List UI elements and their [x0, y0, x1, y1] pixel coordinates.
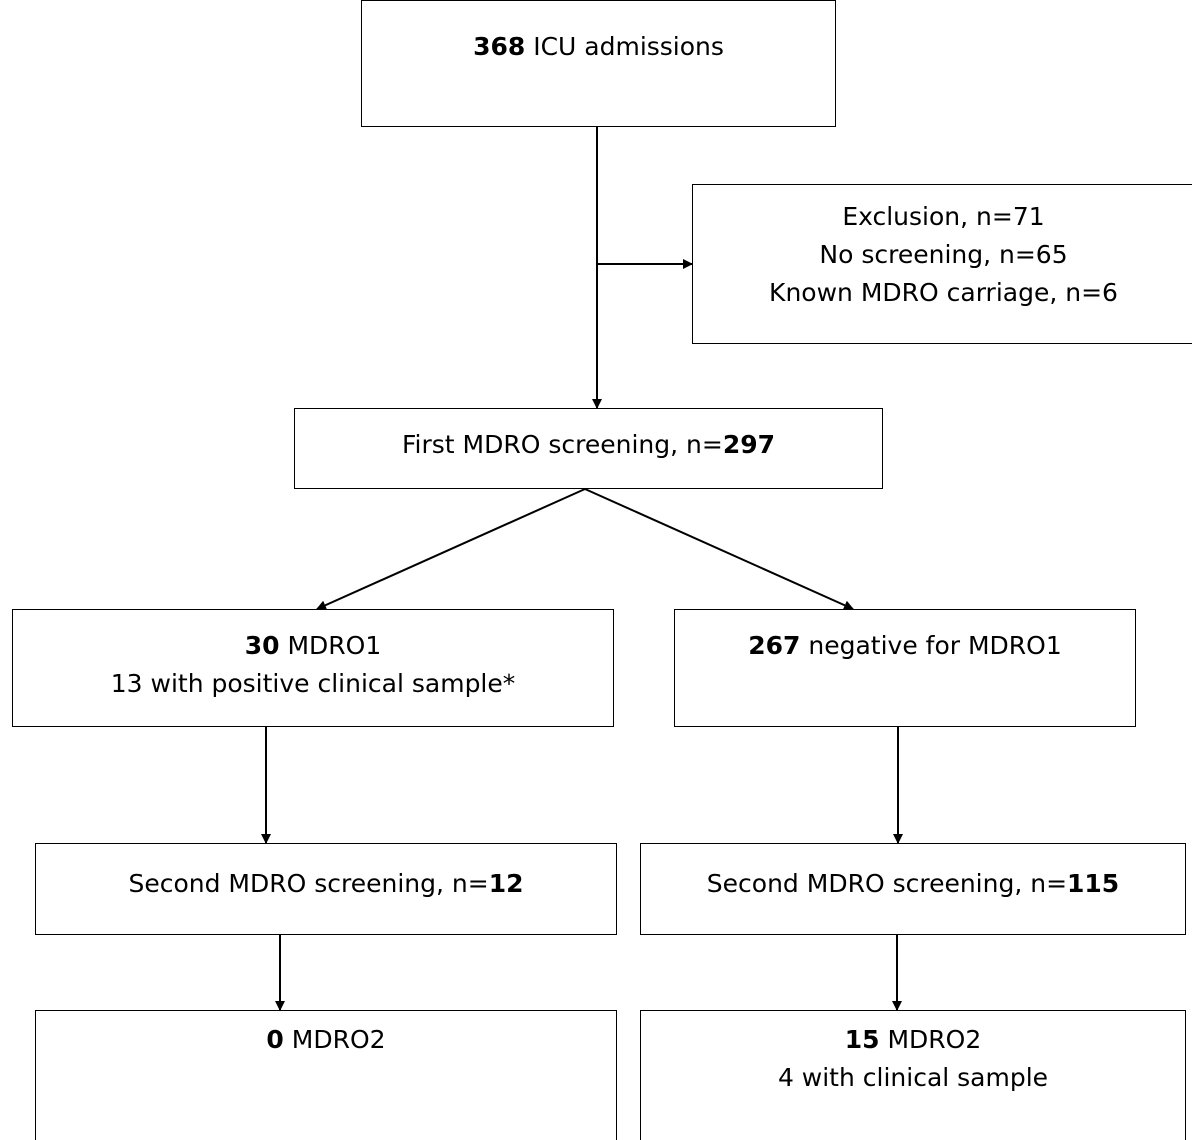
mdro2-right-box: 15 MDRO2 4 with clinical sample [640, 1010, 1186, 1140]
exclusion-total: Exclusion, n=71 [842, 202, 1045, 231]
mdro1-negative-label: negative for MDRO1 [800, 631, 1062, 660]
mdro1-positive-count: 30 [244, 631, 280, 660]
mdro1-negative-count: 267 [748, 631, 801, 660]
first-screening-count: 297 [722, 430, 775, 459]
exclusion-box: Exclusion, n=71 No screening, n=65 Known… [692, 184, 1192, 344]
second-screening-right-label: Second MDRO screening, n= [706, 869, 1068, 898]
admissions-box: 368 ICU admissions [361, 0, 836, 127]
admissions-count: 368 [473, 32, 526, 61]
first-screening-box: First MDRO screening, n=297 [294, 408, 883, 489]
second-screening-left-box: Second MDRO screening, n=12 [35, 843, 617, 935]
mdro2-right-count: 15 [844, 1025, 880, 1054]
arrow-to-mdro1-negative [584, 488, 854, 610]
second-screening-left-count: 12 [488, 869, 524, 898]
mdro1-positive-label: MDRO1 [279, 631, 382, 660]
mdro1-positive-clinical: 13 with positive clinical sample* [110, 669, 516, 698]
mdro2-right-clinical: 4 with clinical sample [777, 1063, 1049, 1092]
exclusion-known-carriage: Known MDRO carriage, n=6 [769, 278, 1118, 307]
mdro2-right-label: MDRO2 [879, 1025, 982, 1054]
first-screening-label: First MDRO screening, n= [401, 430, 723, 459]
mdro1-positive-box: 30 MDRO1 13 with positive clinical sampl… [12, 609, 614, 727]
second-screening-right-count: 115 [1067, 869, 1120, 898]
arrow-to-mdro1-positive [316, 488, 586, 610]
mdro2-left-box: 0 MDRO2 [35, 1010, 617, 1140]
exclusion-no-screening: No screening, n=65 [819, 240, 1068, 269]
mdro1-negative-box: 267 negative for MDRO1 [674, 609, 1136, 727]
mdro2-left-count: 0 [266, 1025, 284, 1054]
second-screening-left-label: Second MDRO screening, n= [128, 869, 489, 898]
mdro2-left-label: MDRO2 [283, 1025, 386, 1054]
second-screening-right-box: Second MDRO screening, n=115 [640, 843, 1186, 935]
admissions-label: ICU admissions [525, 32, 724, 61]
